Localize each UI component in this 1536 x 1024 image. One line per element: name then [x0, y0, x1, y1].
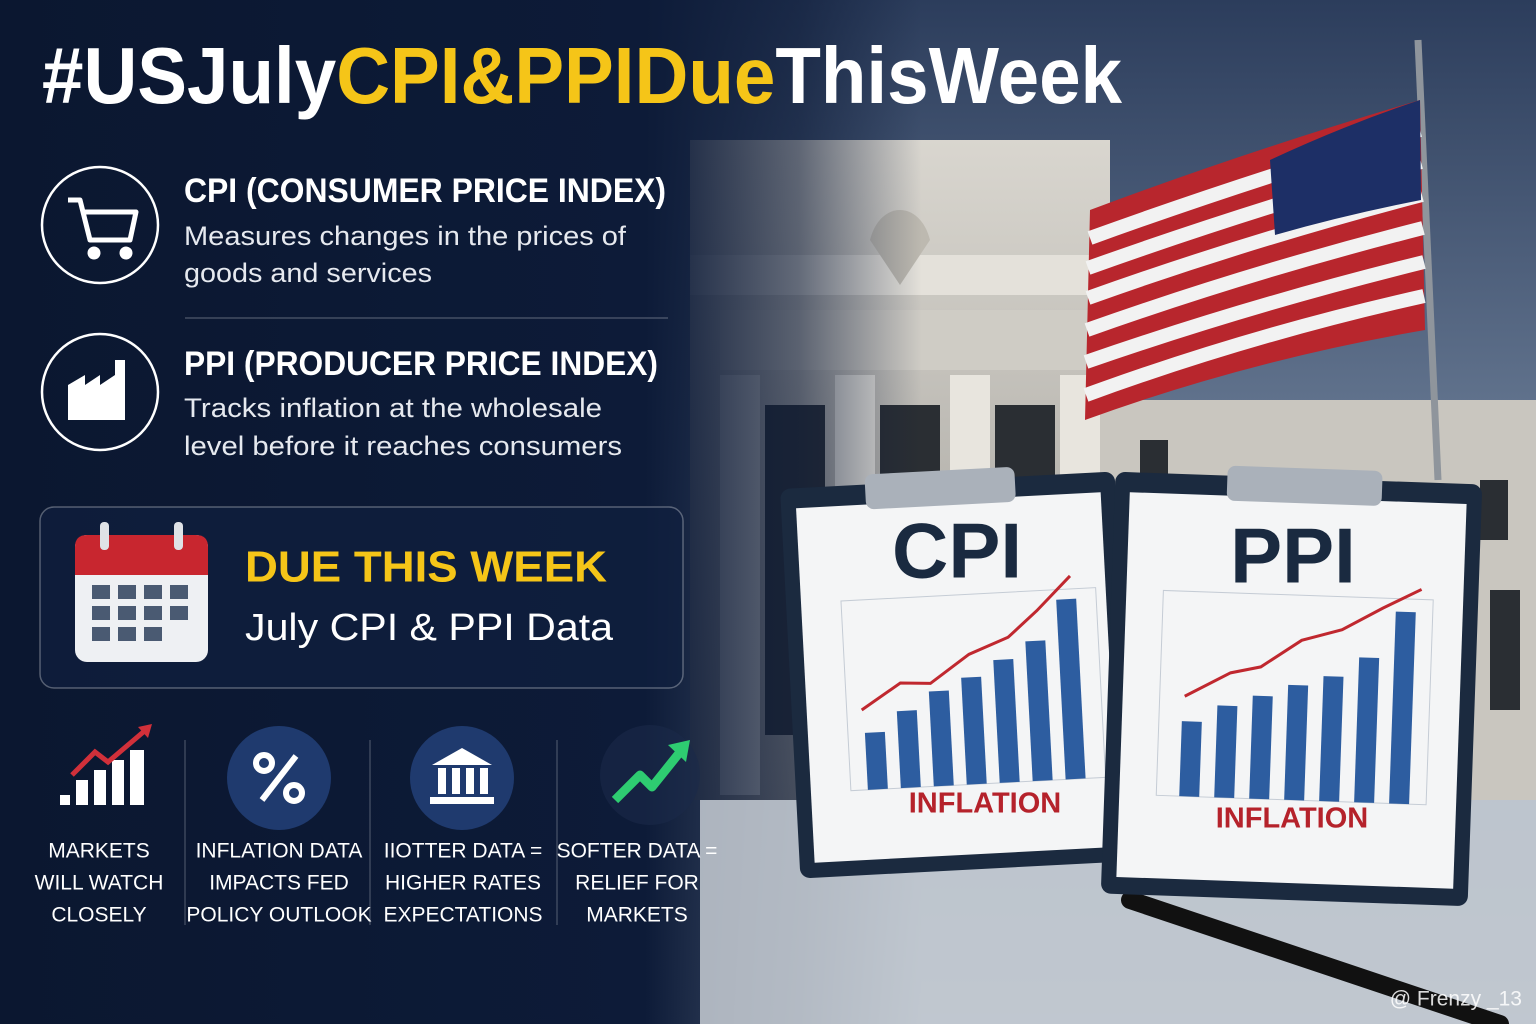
indicator-description: level before it reaches consumers — [184, 431, 622, 461]
bank-icon — [410, 726, 514, 830]
cpi-icon — [40, 165, 160, 285]
clipboard-label: PPI — [1230, 512, 1356, 600]
title-part: #USJuly — [42, 31, 337, 120]
point-text: IMPACTS FED — [209, 872, 349, 895]
point-text: POLICY OUTLOOK — [186, 904, 371, 927]
indicator-heading: PPI (PRODUCER PRICE INDEX) — [184, 345, 658, 383]
point-text: HIGHER RATES — [385, 872, 541, 895]
point-text: MARKETS — [48, 840, 150, 863]
clipboard-caption: INFLATION — [1216, 803, 1369, 835]
ppi-icon — [40, 332, 160, 452]
due-subheading: July CPI & PPI Data — [245, 607, 614, 649]
dividers — [184, 740, 558, 925]
growth-icon — [600, 725, 700, 825]
indicator-description: Measures changes in the prices of — [184, 221, 627, 251]
calendar-icon — [75, 522, 208, 662]
chart-icon — [60, 724, 152, 805]
clipboard-label: CPI — [892, 507, 1022, 595]
clipboard — [780, 467, 1135, 878]
point-text: IIOTTER DATA = — [384, 840, 543, 863]
title-part: ThisWeek — [775, 31, 1122, 120]
clipboard — [1101, 465, 1482, 906]
clipboard-caption: INFLATION — [909, 788, 1062, 820]
point-text: CLOSELY — [51, 904, 146, 927]
point-text: MARKETS — [586, 904, 688, 927]
point-text: WILL WATCH — [35, 872, 164, 895]
pen — [1121, 891, 1509, 1024]
point-text: SOFTER DATA = — [557, 840, 718, 863]
points: MARKETS WILL WATCH CLOSELY INFLATION DATA IM… — [35, 840, 718, 927]
point-text: EXPECTATIONS — [383, 904, 542, 927]
title: #USJulyCPI&PPIDueThisWeek — [42, 31, 1122, 120]
watermark: @ Frenzy _13 — [1390, 988, 1522, 1011]
due-heading: DUE THIS WEEK — [245, 543, 607, 592]
indicator-description: Tracks inflation at the wholesale — [184, 393, 602, 423]
title-part: CPI&PPIDue — [336, 31, 775, 120]
indicator-description: goods and services — [184, 258, 432, 288]
indicator-heading: CPI (CONSUMER PRICE INDEX) — [184, 172, 666, 210]
percent-icon — [227, 726, 331, 830]
point-text: INFLATION DATA — [196, 840, 363, 863]
point-text: RELIEF FOR — [575, 872, 699, 895]
